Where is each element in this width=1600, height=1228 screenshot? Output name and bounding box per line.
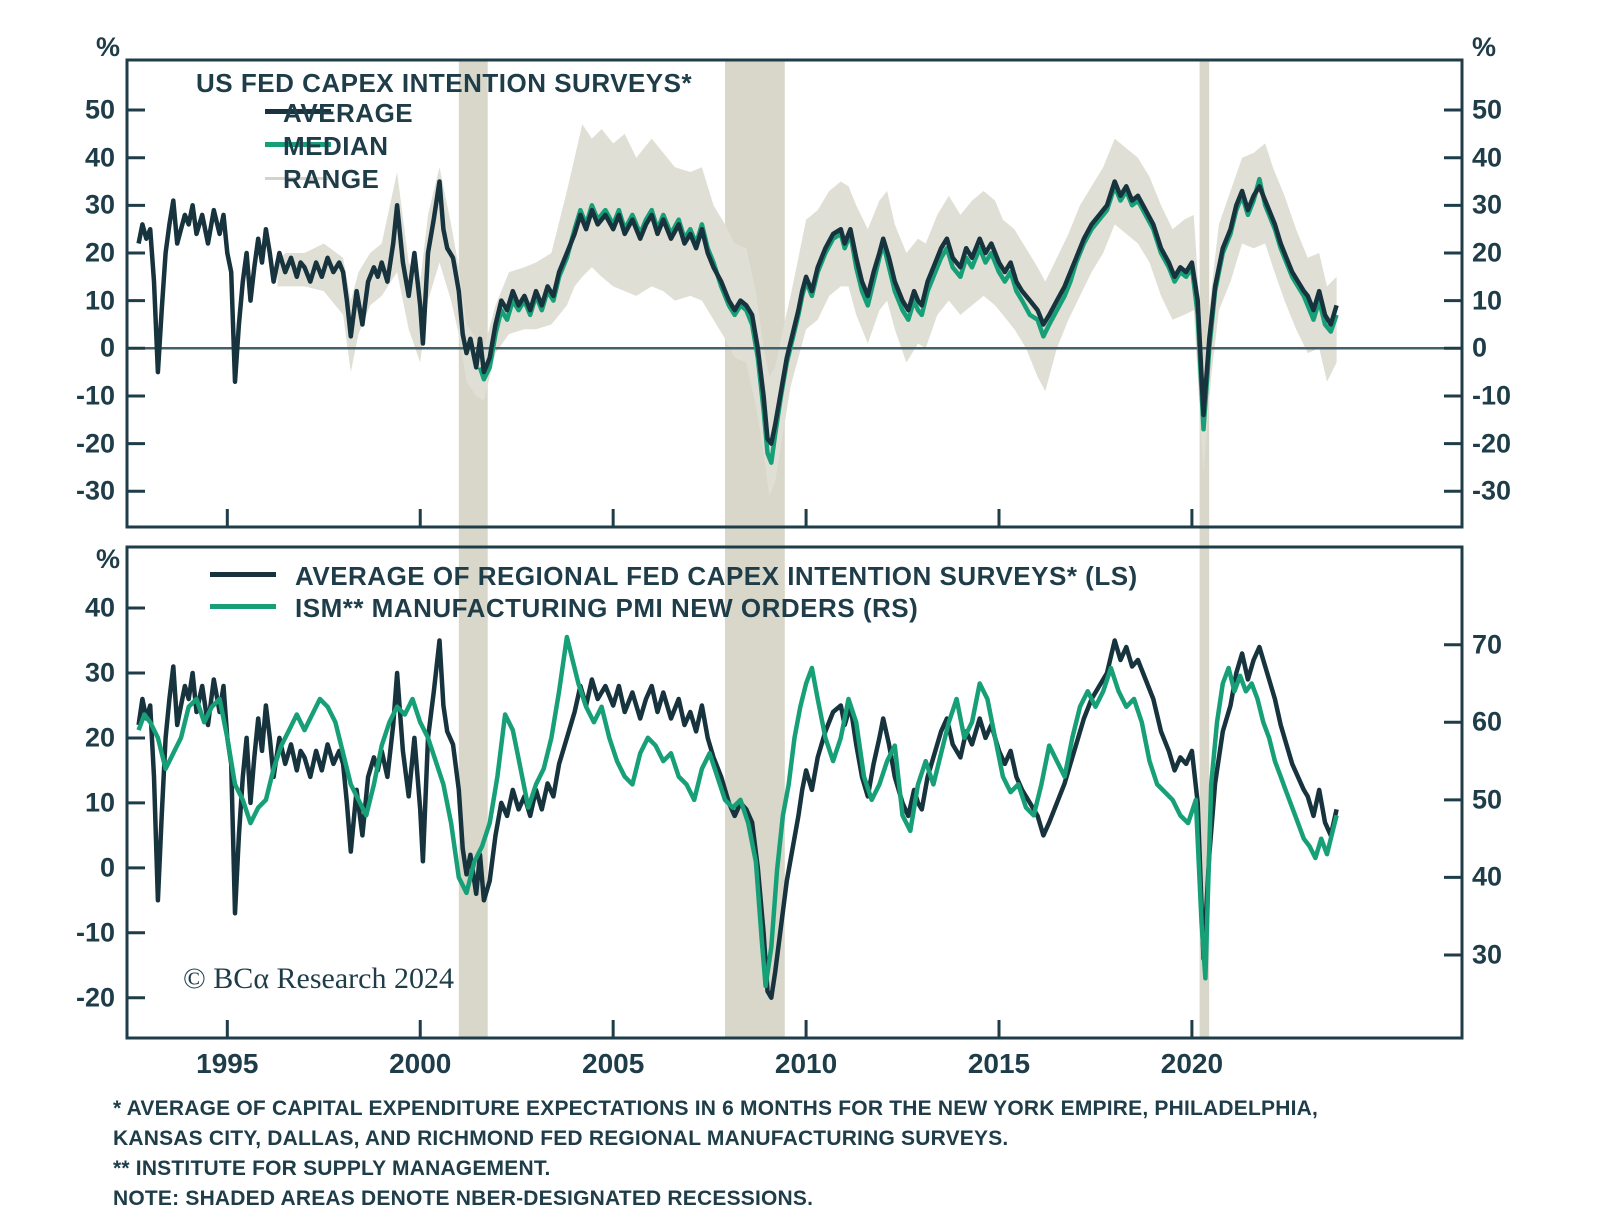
top-panel-title: US FED CAPEX INTENTION SURVEYS*	[196, 68, 693, 98]
average-line	[136, 179, 1339, 446]
top-left-ytick-30: 30	[84, 189, 115, 220]
top-left-percent-label: %	[95, 32, 120, 62]
median-legend-swatch	[265, 142, 331, 147]
top-left-ytick-0: 0	[99, 332, 115, 363]
xtick-1995: 1995	[196, 1048, 259, 1079]
top-right-ytick-20: 20	[1472, 237, 1503, 268]
recession-shading	[1199, 60, 1210, 1038]
top-right-ytick-10: 10	[1472, 285, 1503, 316]
range-legend-label: RANGE	[283, 164, 380, 194]
top-left-ytick--30: -30	[75, 475, 115, 506]
footnote-line-2: KANSAS CITY, DALLAS, AND RICHMOND FED RE…	[113, 1127, 1009, 1150]
xtick-2005: 2005	[581, 1048, 645, 1079]
top-left-ytick--10: -10	[75, 380, 115, 411]
bottom-right-ytick-60: 60	[1472, 706, 1503, 737]
top-left-ytick--20: -20	[75, 428, 115, 459]
regional-capex-line	[136, 638, 1339, 1000]
xtick-2015: 2015	[967, 1048, 1031, 1079]
top-left-ytick-20: 20	[84, 237, 115, 268]
bottom-left-ytick--10: -10	[75, 917, 115, 948]
ism-legend-label: ISM** MANUFACTURING PMI NEW ORDERS (RS)	[295, 593, 919, 623]
copyright-notice: © BCα Research 2024	[183, 962, 454, 995]
regional-capex-legend-swatch	[210, 572, 276, 577]
bottom-right-ytick-50: 50	[1472, 784, 1503, 815]
median-legend-label: MEDIAN	[283, 131, 389, 161]
top-right-ytick--30: -30	[1472, 475, 1512, 506]
top-right-ytick-30: 30	[1472, 189, 1503, 220]
bottom-left-ytick-0: 0	[99, 852, 115, 883]
range-band	[277, 124, 1337, 497]
bottom-right-ytick-70: 70	[1472, 629, 1503, 660]
top-right-ytick-40: 40	[1472, 142, 1503, 173]
top-left-ytick-40: 40	[84, 142, 115, 173]
regional-capex-legend-label: AVERAGE OF REGIONAL FED CAPEX INTENTION …	[295, 561, 1138, 591]
ism-pmi-line	[136, 634, 1339, 989]
top-right-ytick--20: -20	[1472, 428, 1512, 459]
bottom-panel-frame	[125, 545, 1464, 1040]
footnote-line-4: NOTE: SHADED AREAS DENOTE NBER-DESIGNATE…	[113, 1187, 814, 1210]
top-right-percent-label: %	[1472, 32, 1497, 62]
bottom-left-ytick-30: 30	[84, 657, 115, 688]
bottom-right-ytick-30: 30	[1472, 939, 1503, 970]
top-left-ytick-50: 50	[84, 94, 115, 125]
xtick-2020: 2020	[1160, 1048, 1224, 1079]
average-legend-swatch	[265, 109, 331, 114]
bottom-left-ytick-20: 20	[84, 722, 115, 753]
range-legend-swatch	[265, 177, 331, 180]
top-panel-frame	[125, 58, 1464, 529]
xtick-2000: 2000	[389, 1048, 452, 1079]
top-right-ytick--10: -10	[1472, 380, 1512, 411]
bottom-right-ytick-40: 40	[1472, 861, 1503, 892]
top-right-ytick-50: 50	[1472, 94, 1503, 125]
average-legend-label: AVERAGE	[283, 98, 414, 128]
footnote-line-3: ** INSTITUTE FOR SUPPLY MANAGEMENT.	[113, 1157, 551, 1180]
xtick-2010: 2010	[774, 1048, 838, 1079]
bottom-left-percent-label: %	[95, 544, 120, 574]
footnote-line-1: * AVERAGE OF CAPITAL EXPENDITURE EXPECTA…	[113, 1097, 1319, 1120]
ism-legend-swatch	[210, 604, 276, 609]
bottom-left-ytick--20: -20	[75, 982, 115, 1013]
top-right-ytick-0: 0	[1472, 332, 1488, 363]
bottom-left-ytick-40: 40	[84, 592, 115, 623]
bottom-left-ytick-10: 10	[84, 787, 115, 818]
top-left-ytick-10: 10	[84, 285, 115, 316]
